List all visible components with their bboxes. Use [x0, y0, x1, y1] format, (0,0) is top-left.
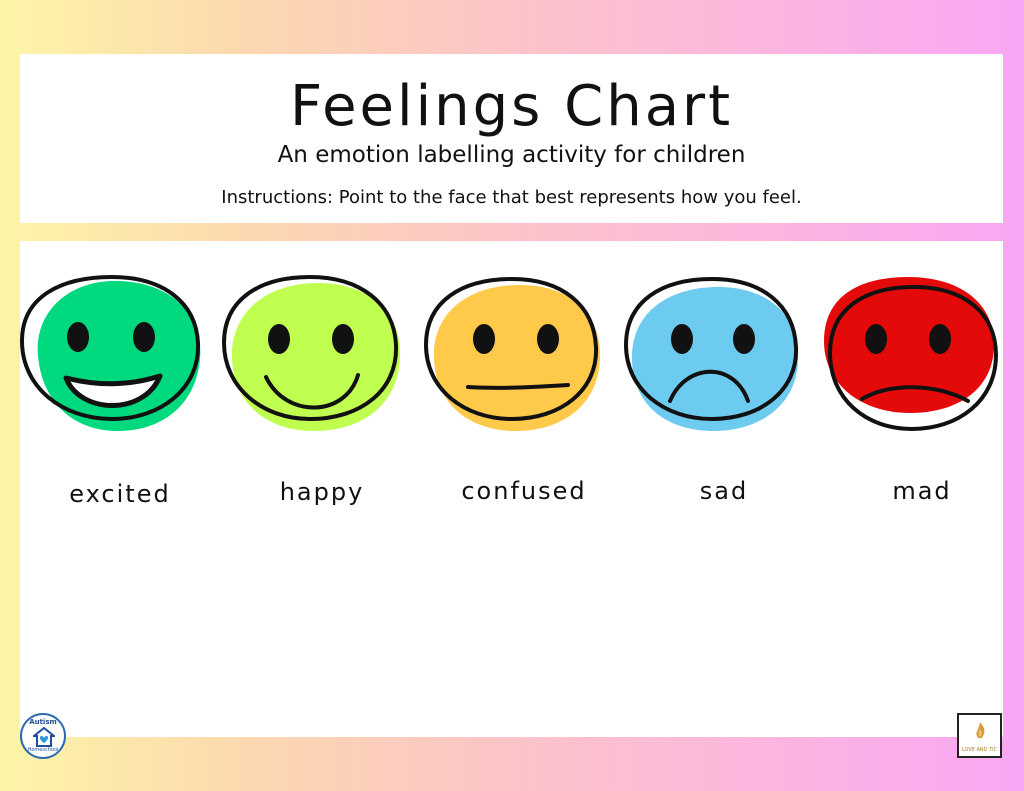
page-subtitle: An emotion labelling activity for childr…	[277, 142, 746, 168]
autism-homeschool-logo: Autism Homeschool	[20, 713, 66, 759]
flame-logo-icon	[976, 722, 985, 739]
confused-face-icon	[424, 276, 601, 431]
face-label-confused: confused	[461, 477, 587, 505]
face-label-sad: sad	[699, 477, 749, 505]
logo-left-bottom-text: Homeschool	[27, 747, 59, 753]
mad-face-icon	[824, 277, 999, 432]
logo-left-top-text: Autism	[29, 718, 57, 726]
excited-face-icon	[20, 274, 201, 431]
love-and-tic-logo: LOVE AND TIC	[957, 713, 1002, 758]
faces-panel: excited happy confused sad	[20, 241, 1003, 737]
face-label-excited: excited	[69, 480, 171, 508]
house-heart-icon	[33, 727, 55, 747]
logo-right-text: LOVE AND TIC	[961, 747, 998, 753]
header-card: Feelings Chart An emotion labelling acti…	[20, 54, 1003, 223]
face-label-happy: happy	[279, 478, 365, 506]
page-title: Feelings Chart	[289, 74, 734, 139]
face-label-mad: mad	[892, 477, 952, 505]
happy-face-icon	[222, 274, 401, 431]
sad-face-icon	[624, 276, 799, 431]
instructions-text: Instructions: Point to the face that bes…	[221, 187, 802, 208]
